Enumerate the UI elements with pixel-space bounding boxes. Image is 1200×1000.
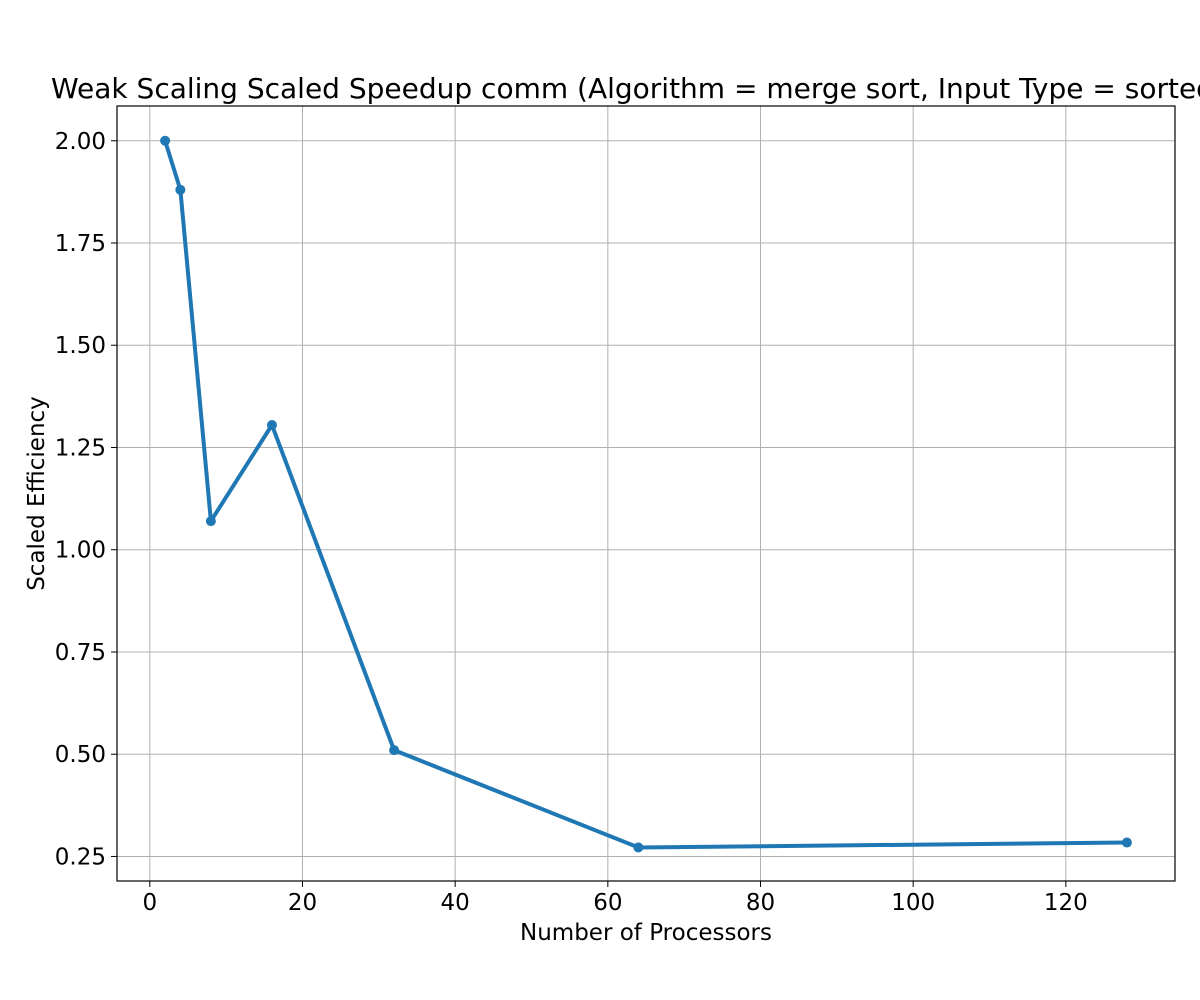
chart-title: Weak Scaling Scaled Speedup comm (Algori… <box>51 72 1200 105</box>
data-point <box>175 184 186 195</box>
y-tick-label: 1.00 <box>55 538 106 564</box>
series-line <box>163 138 1129 850</box>
y-tick-label: 1.75 <box>55 231 106 257</box>
y-axis-label: Scaled Efficiency <box>24 396 50 591</box>
y-tick-label: 1.50 <box>55 333 106 359</box>
data-point <box>160 135 171 146</box>
x-tick-label: 80 <box>746 890 775 916</box>
data-point <box>266 419 277 430</box>
data-point <box>205 516 216 527</box>
y-tick-label: 0.75 <box>55 640 106 666</box>
x-tick-label: 100 <box>891 890 935 916</box>
y-tick-label: 0.25 <box>55 844 106 870</box>
axis-ticks: 0 20 40 60 80 100 120 0.25 0.50 0.75 1.00 1.25 1.50 1… <box>55 129 1088 916</box>
y-tick-label: 2.00 <box>55 129 106 155</box>
plot-frame <box>116 105 1176 882</box>
y-tick-label: 1.25 <box>55 435 106 461</box>
grid <box>117 106 1175 881</box>
x-tick-label: 60 <box>593 890 622 916</box>
x-tick-label: 40 <box>441 890 470 916</box>
x-axis-label: Number of Processors <box>520 920 772 946</box>
x-tick-label: 20 <box>288 890 317 916</box>
x-tick-label: 120 <box>1044 890 1088 916</box>
data-point <box>1121 837 1132 848</box>
data-point <box>633 842 644 853</box>
data-series <box>160 135 1132 853</box>
y-tick-label: 0.50 <box>55 742 106 768</box>
data-point <box>389 745 400 756</box>
x-tick-label: 0 <box>143 890 158 916</box>
